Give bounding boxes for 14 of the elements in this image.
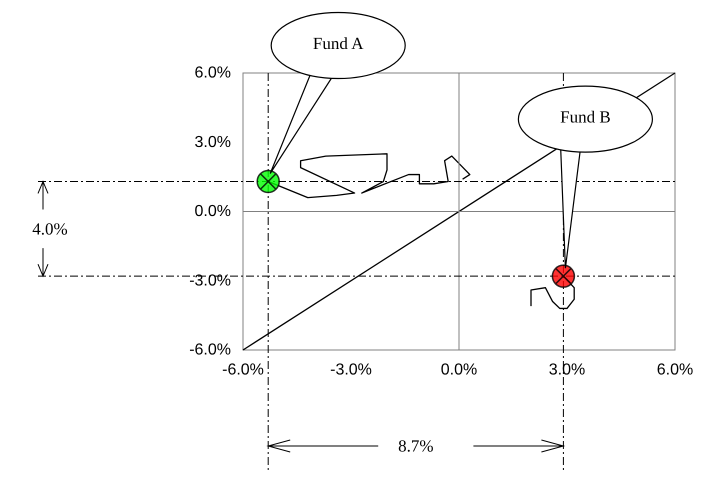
text: Fund A — [312, 34, 364, 53]
y-tick-label: -6.0% — [189, 342, 231, 358]
y-tick-label: -3.0% — [189, 272, 231, 290]
x-tick-label: 6.0% — [656, 362, 694, 378]
y-tick-label: 3.0% — [194, 134, 231, 151]
x-tick-label: 0.0% — [440, 362, 478, 378]
text: 4.0% — [32, 219, 68, 238]
text: 8.7% — [398, 436, 434, 456]
text: Fund B — [560, 108, 611, 127]
y-tick-label: 0.0% — [194, 203, 231, 220]
x-tick-label: -3.0% — [330, 362, 372, 378]
x-tick-label: 3.0% — [548, 362, 586, 378]
x-tick-label: -6.0% — [222, 362, 264, 378]
y-tick-label: 6.0% — [194, 64, 231, 82]
